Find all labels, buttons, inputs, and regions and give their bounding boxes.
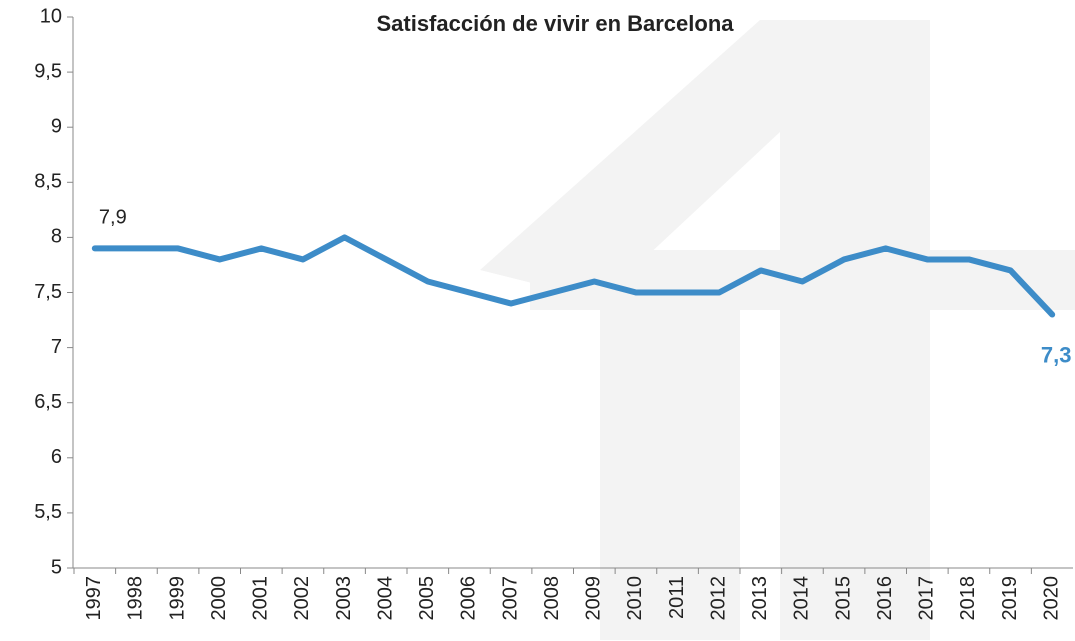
x-tick-label: 2017 [916, 576, 938, 621]
y-tick-label: 7 [51, 336, 62, 358]
data-label: 7,9 [99, 207, 127, 229]
x-tick-label: 2005 [416, 576, 438, 621]
y-tick-label: 7,5 [34, 281, 62, 303]
x-tick-label: 2003 [333, 576, 355, 621]
y-tick-label: 8 [51, 226, 62, 248]
x-tick-label: 2006 [458, 576, 480, 621]
x-tick-label: 2019 [999, 576, 1021, 621]
data-label: 7,3 [1041, 342, 1072, 367]
x-tick-label: 2020 [1040, 576, 1062, 621]
x-tick-label: 2008 [541, 576, 563, 621]
y-tick-label: 6,5 [34, 391, 62, 413]
y-tick-label: 9 [51, 115, 62, 137]
x-tick-label: 2002 [291, 576, 313, 621]
y-tick-label: 9,5 [34, 60, 62, 82]
x-tick-label: 2007 [499, 576, 521, 621]
y-tick-label: 5,5 [34, 501, 62, 523]
y-tick-label: 5 [51, 556, 62, 578]
x-tick-label: 2014 [791, 576, 813, 621]
x-tick-label: 2010 [624, 576, 646, 621]
x-tick-label: 1999 [166, 576, 188, 621]
x-tick-label: 2001 [250, 576, 272, 621]
x-tick-label: 2009 [583, 576, 605, 621]
chart: Satisfacción de vivir en Barcelona 5 5,5 6… [0, 0, 1075, 641]
watermark [480, 20, 1075, 640]
x-tick-label: 2015 [832, 576, 854, 621]
x-tick-label: 2011 [666, 576, 688, 619]
x-tick-label: 1998 [125, 576, 147, 621]
x-tick-label: 2012 [707, 576, 729, 621]
x-tick-label: 1997 [83, 576, 105, 621]
x-tick-label: 2000 [208, 576, 230, 621]
x-tick-label: 2016 [874, 576, 896, 621]
y-tick-label: 6 [51, 446, 62, 468]
y-tick-label: 10 [40, 5, 62, 27]
y-tick-label: 8,5 [34, 171, 62, 193]
x-tick-label: 2013 [749, 576, 771, 621]
x-tick-label: 2004 [374, 576, 396, 621]
x-tick-label: 2018 [957, 576, 979, 621]
chart-title: Satisfacción de vivir en Barcelona [376, 11, 734, 36]
